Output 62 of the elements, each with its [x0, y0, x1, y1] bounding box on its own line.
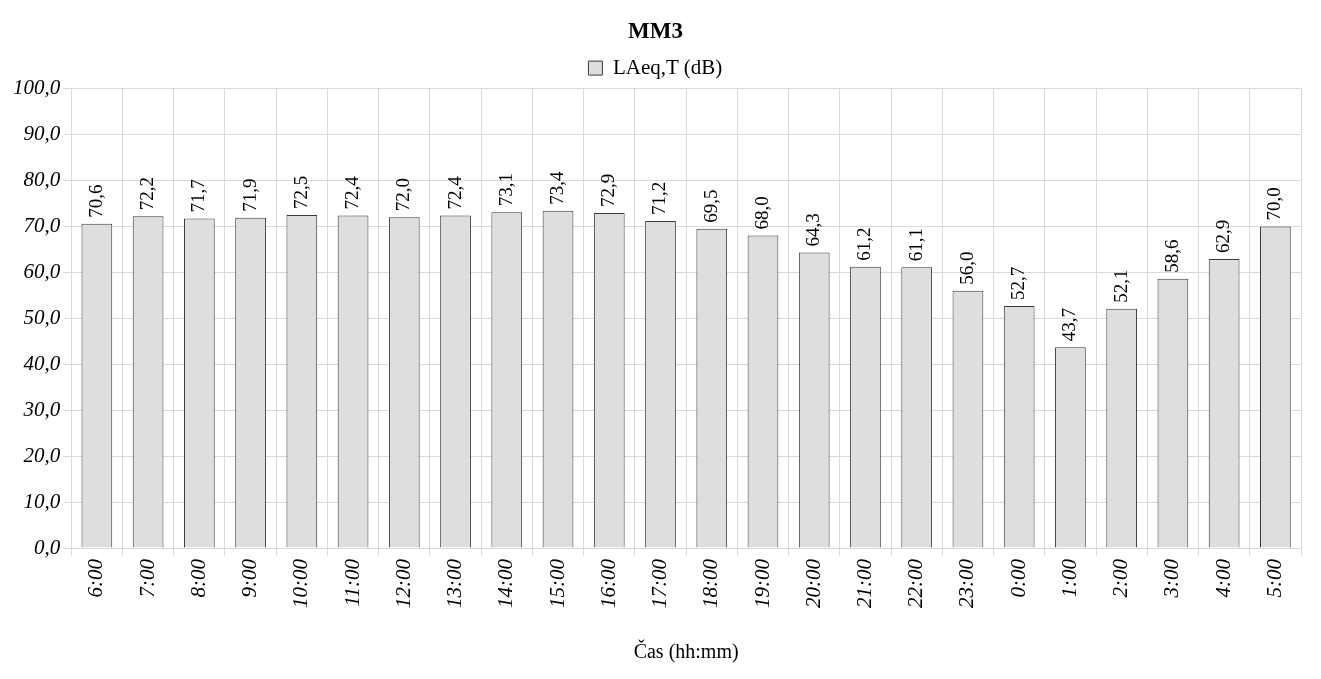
- x-tick-label: 5:00: [1261, 558, 1286, 598]
- data-label: 62,9: [1212, 219, 1234, 254]
- x-tick-label: 0:00: [1005, 558, 1030, 598]
- data-label: 64,3: [802, 213, 824, 247]
- x-tick-label: 16:00: [595, 558, 620, 609]
- y-tick-label: 50,0: [23, 304, 61, 329]
- data-label: 71,7: [187, 179, 209, 213]
- x-tick-label: 19:00: [749, 558, 774, 609]
- x-tick-label: 15:00: [544, 558, 569, 609]
- x-tick-label: 6:00: [83, 558, 108, 598]
- x-tick-label: 11:00: [339, 558, 364, 607]
- data-label: 61,2: [853, 227, 875, 261]
- chart-title: MM3: [628, 17, 683, 43]
- data-label: 72,5: [289, 175, 311, 209]
- x-tick-label: 4:00: [1210, 558, 1235, 598]
- data-label: 69,5: [699, 189, 721, 223]
- x-tick-label: 13:00: [442, 558, 467, 609]
- y-tick-label: 80,0: [23, 167, 61, 191]
- x-tick-label: 22:00: [903, 558, 928, 609]
- x-tick-label: 21:00: [851, 558, 876, 609]
- x-tick-label: 23:00: [954, 558, 979, 609]
- x-tick-label: 10:00: [288, 558, 313, 609]
- data-label: 68,0: [750, 196, 772, 230]
- data-label: 43,7: [1058, 308, 1080, 342]
- x-tick-label: 2:00: [1108, 558, 1133, 598]
- x-tick-label: 9:00: [237, 558, 262, 598]
- data-label: 73,4: [546, 171, 568, 205]
- data-label: 71,2: [648, 181, 670, 215]
- x-tick-label: 17:00: [647, 558, 672, 609]
- data-label: 70,6: [84, 184, 106, 218]
- data-label: 72,4: [443, 175, 465, 210]
- y-tick-label: 30,0: [22, 396, 61, 421]
- y-tick-label: 60,0: [23, 258, 61, 283]
- data-label: 72,0: [392, 177, 414, 212]
- data-label: 56,0: [955, 251, 977, 285]
- x-tick-label: 3:00: [1159, 558, 1184, 599]
- x-tick-label: 8:00: [185, 558, 210, 598]
- legend-label: LAeq,T (dB): [612, 54, 723, 79]
- data-label: 72,2: [136, 177, 158, 211]
- y-tick-label: 70,0: [23, 212, 61, 237]
- x-tick-label: 20:00: [800, 558, 825, 609]
- x-axis-title: Čas (hh:mm): [633, 639, 739, 664]
- x-tick-label: 7:00: [134, 558, 159, 598]
- x-tick-label: 18:00: [698, 558, 723, 609]
- data-label: 72,9: [597, 173, 619, 208]
- y-tick-label: 100,0: [13, 75, 61, 100]
- y-tick-label: 90,0: [23, 121, 61, 146]
- x-tick-label: 14:00: [493, 558, 518, 609]
- data-label: 72,4: [341, 175, 363, 210]
- y-tick-label: 20,0: [23, 442, 61, 467]
- data-label: 52,1: [1109, 269, 1131, 303]
- data-label: 71,9: [238, 178, 260, 212]
- y-tick-label: 10,0: [23, 488, 61, 513]
- data-label: 58,6: [1160, 239, 1182, 273]
- data-label: 52,7: [1007, 266, 1029, 300]
- data-label: 61,1: [904, 228, 926, 262]
- data-label: 73,1: [494, 172, 516, 207]
- y-tick-label: 40,0: [23, 350, 61, 375]
- y-tick-label: 0,0: [34, 534, 61, 559]
- data-label: 70,0: [1263, 187, 1285, 221]
- x-tick-label: 12:00: [390, 558, 415, 609]
- x-tick-label: 1:00: [1056, 558, 1081, 598]
